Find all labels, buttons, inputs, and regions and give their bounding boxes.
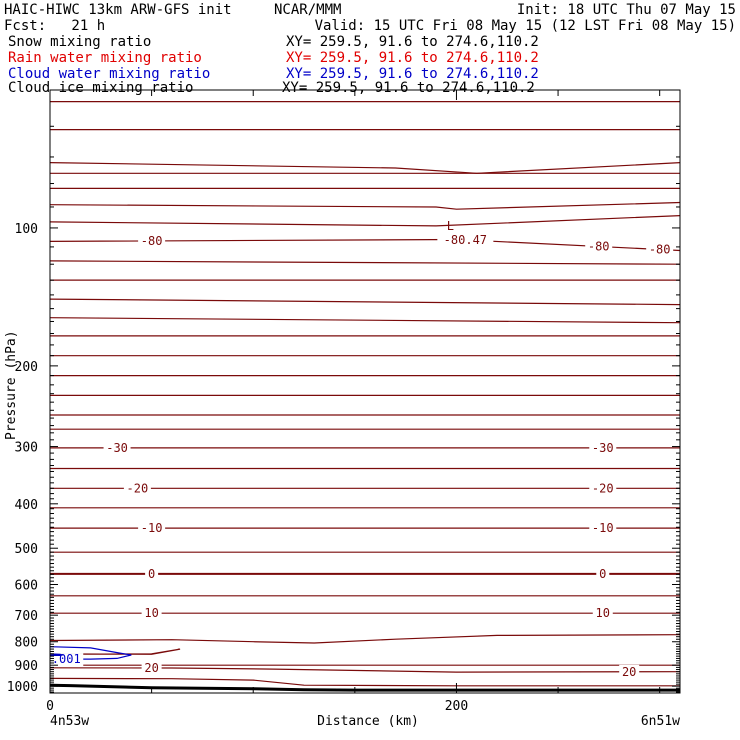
x-right-location: 6n51w xyxy=(641,714,680,729)
contour-label-26-1: 10 xyxy=(596,606,610,620)
contour-label-7-1: -80 xyxy=(588,240,610,254)
x-tick-label: 0 xyxy=(46,699,54,714)
contour-label-bg xyxy=(589,440,617,455)
contour-label-bg xyxy=(145,566,159,581)
x-tick-label: 200 xyxy=(445,699,468,714)
temperature-contour-6 xyxy=(49,215,681,227)
contour-label-bg xyxy=(589,481,617,496)
field-snow-name: Snow mixing ratio xyxy=(8,34,152,50)
temperature-contour-31 xyxy=(49,677,680,687)
temperature-contour-28 xyxy=(49,648,181,655)
contour-label-18-1: -30 xyxy=(592,441,614,455)
min-marker-bg xyxy=(437,232,494,247)
field-cloudwater-name: Cloud water mixing ratio xyxy=(8,66,211,82)
temperature-contour-5 xyxy=(49,201,681,210)
y-tick-label: 100 xyxy=(15,222,38,237)
contour-label-bg xyxy=(585,239,613,254)
temperature-contours xyxy=(49,101,681,687)
y-tick-label: 1000 xyxy=(7,680,38,695)
y-tick-label: 200 xyxy=(15,360,38,375)
contour-label-7-0: -80 xyxy=(141,234,163,248)
org-label: NCAR/MMM xyxy=(274,2,342,18)
cloud-label-bg xyxy=(49,653,84,667)
min-marker-letter: L xyxy=(447,219,454,233)
contour-label-bg xyxy=(138,233,166,248)
contour-label-30-1: 20 xyxy=(622,665,636,679)
contour-label-bg xyxy=(592,606,613,621)
contour-label-26-0: 10 xyxy=(144,606,158,620)
y-tick-label: 300 xyxy=(15,441,38,456)
init-time: Init: 18 UTC Thu 07 May 15 xyxy=(516,2,736,18)
contour-label-22-0: -10 xyxy=(141,521,163,535)
contour-label-bg xyxy=(141,661,162,676)
y-axis-title: Pressure (hPa) xyxy=(4,330,19,440)
y-tick-label: 800 xyxy=(15,636,38,651)
terrain-line xyxy=(49,683,680,692)
field-rain-name: Rain water mixing ratio xyxy=(8,50,202,66)
contour-label-bg xyxy=(589,521,617,536)
contour-label-7-2: -80 xyxy=(649,243,671,257)
cloud-water-contour-0 xyxy=(49,646,132,660)
contour-label-24-1: 0 xyxy=(599,567,606,581)
temperature-contour-11 xyxy=(49,317,681,324)
y-tick-label: 400 xyxy=(15,498,38,513)
contour-label-bg xyxy=(141,606,162,621)
model-title: HAIC-HIWC 13km ARW-GFS init xyxy=(4,2,232,18)
contour-label-bg xyxy=(123,481,151,496)
temperature-contour-30 xyxy=(49,667,681,673)
contour-label-bg xyxy=(619,664,640,679)
x-axis-title: Distance (km) xyxy=(317,714,419,729)
plot-border xyxy=(49,89,681,694)
contour-label-22-1: -10 xyxy=(592,521,614,535)
terrain-surface xyxy=(49,683,680,692)
field-cloudwater-xy: XY= 259.5, 91.6 to 274.6,110.2 xyxy=(286,66,539,82)
y-tick-label: 700 xyxy=(15,609,38,624)
temperature-contour-2 xyxy=(49,162,681,174)
min-marker-value: -80.47 xyxy=(444,233,487,247)
contour-label-24-0: 0 xyxy=(148,567,155,581)
y-tick-label: 500 xyxy=(15,542,38,557)
forecast-hour: Fcst: 21 h xyxy=(4,18,106,34)
y-tick-label: 600 xyxy=(15,578,38,593)
cloud-water-contour-1 xyxy=(49,653,65,656)
contour-label-30-0: 20 xyxy=(144,661,158,675)
field-cloudice-name: Cloud ice mixing ratio xyxy=(8,80,194,96)
y-tick-label: 900 xyxy=(15,659,38,674)
contour-label-bg xyxy=(138,521,166,536)
field-rain-xy: XY= 259.5, 91.6 to 274.6,110.2 xyxy=(286,50,539,66)
x-left-location: 4n53w xyxy=(50,714,89,729)
temperature-contour-27 xyxy=(49,634,681,644)
field-snow-xy: XY= 259.5, 91.6 to 274.6,110.2 xyxy=(286,34,539,50)
plot-frame xyxy=(49,89,681,694)
contour-label-bg xyxy=(103,440,131,455)
contour-label-20-1: -20 xyxy=(592,481,614,495)
cloud-water-contours: .001 xyxy=(49,646,132,667)
temperature-contour-10 xyxy=(49,298,681,306)
contour-label-bg xyxy=(646,242,674,257)
field-cloudice-xy: XY= 259.5, 91.6 to 274.6,110.2 xyxy=(282,80,535,96)
contour-label-20-0: -20 xyxy=(127,481,149,495)
valid-time: Valid: 15 UTC Fri 08 May 15 (12 LST Fri … xyxy=(314,18,736,34)
contour-label-bg xyxy=(596,566,610,581)
contour-labels: -80 -80 -80 -30 -30 -20 -20 -10 -10 0 0 10 10 20 20 L-8… xyxy=(103,219,674,679)
contour-label-18-0: -30 xyxy=(106,441,128,455)
temperature-contour-8 xyxy=(49,260,681,265)
